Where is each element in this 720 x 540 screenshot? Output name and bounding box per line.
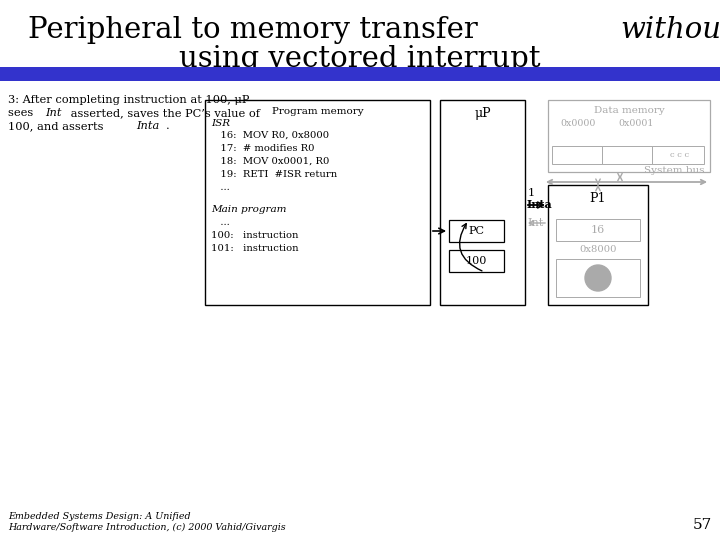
Text: Int: Int: [45, 108, 62, 118]
Text: μP: μP: [474, 107, 491, 120]
Text: Program memory: Program memory: [271, 107, 364, 116]
Text: 0x0000: 0x0000: [560, 119, 595, 128]
FancyBboxPatch shape: [552, 146, 602, 164]
Text: ISR: ISR: [211, 119, 230, 128]
Text: 0x0001: 0x0001: [618, 119, 653, 128]
FancyBboxPatch shape: [556, 259, 640, 297]
FancyBboxPatch shape: [449, 250, 504, 272]
Text: PC: PC: [469, 226, 485, 236]
FancyBboxPatch shape: [440, 100, 525, 305]
Text: Inta: Inta: [136, 121, 159, 131]
Text: 18:  MOV 0x0001, R0: 18: MOV 0x0001, R0: [211, 157, 329, 166]
Text: ...: ...: [211, 183, 230, 192]
Text: Int: Int: [527, 218, 544, 228]
Text: 16: 16: [591, 225, 605, 235]
Text: 100, and asserts: 100, and asserts: [8, 121, 107, 131]
FancyBboxPatch shape: [602, 146, 652, 164]
FancyBboxPatch shape: [205, 100, 430, 305]
Text: .: .: [166, 121, 170, 131]
Text: Peripheral to memory transfer: Peripheral to memory transfer: [28, 16, 487, 44]
Text: 57: 57: [693, 518, 712, 532]
Text: 16:  MOV R0, 0x8000: 16: MOV R0, 0x8000: [211, 131, 329, 140]
Text: asserted, saves the PC’s value of: asserted, saves the PC’s value of: [66, 108, 259, 118]
FancyBboxPatch shape: [449, 220, 504, 242]
Text: 0x8000: 0x8000: [580, 245, 617, 253]
Circle shape: [585, 265, 611, 291]
Text: 1: 1: [528, 188, 535, 198]
Text: ...: ...: [211, 218, 230, 227]
Text: P1: P1: [590, 192, 606, 205]
Text: Inta: Inta: [527, 199, 553, 211]
Text: using vectored interrupt: using vectored interrupt: [179, 45, 541, 73]
Text: 3: After completing instruction at 100, μP: 3: After completing instruction at 100, …: [8, 95, 249, 105]
FancyBboxPatch shape: [548, 100, 710, 172]
FancyBboxPatch shape: [548, 185, 648, 305]
Text: without: without: [620, 16, 720, 44]
Text: Data memory: Data memory: [593, 106, 665, 115]
FancyBboxPatch shape: [0, 67, 720, 81]
FancyBboxPatch shape: [556, 219, 640, 241]
Text: Embedded Systems Design: A Unified
Hardware/Software Introduction, (c) 2000 Vahi: Embedded Systems Design: A Unified Hardw…: [8, 512, 286, 532]
Text: System bus: System bus: [644, 166, 705, 175]
Text: Main program: Main program: [211, 205, 287, 214]
Text: sees: sees: [8, 108, 37, 118]
Text: 19:  RETI  #ISR return: 19: RETI #ISR return: [211, 170, 337, 179]
Text: c c c: c c c: [670, 151, 690, 159]
Text: 101:   instruction: 101: instruction: [211, 244, 299, 253]
FancyBboxPatch shape: [652, 146, 704, 164]
Text: 17:  # modifies R0: 17: # modifies R0: [211, 144, 315, 153]
Text: 100: 100: [466, 256, 487, 266]
Text: 100:   instruction: 100: instruction: [211, 231, 299, 240]
